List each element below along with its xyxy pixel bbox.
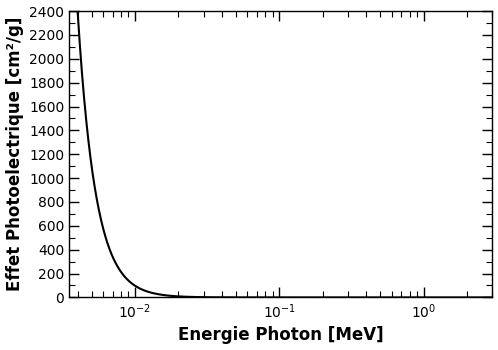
X-axis label: Energie Photon [MeV]: Energie Photon [MeV] xyxy=(178,327,383,344)
Y-axis label: Effet Photoelectrique [cm²/g]: Effet Photoelectrique [cm²/g] xyxy=(5,17,23,292)
